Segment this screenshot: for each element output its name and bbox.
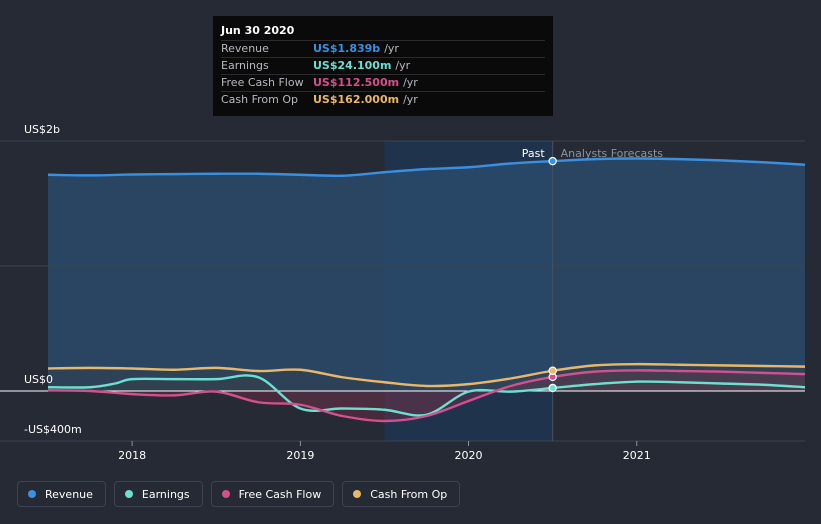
- tooltip-row-name: Revenue: [221, 42, 269, 55]
- legend-label: Revenue: [45, 487, 93, 501]
- chart-legend: Revenue Earnings Free Cash Flow Cash Fro…: [17, 481, 461, 507]
- past-label: Past: [522, 147, 546, 160]
- legend-label: Cash From Op: [370, 487, 448, 501]
- forecast-label: Analysts Forecasts: [561, 147, 664, 160]
- tooltip-date: Jun 30 2020: [221, 22, 545, 41]
- tooltip-row-value: US$1.839b: [313, 42, 381, 55]
- tooltip-row-unit: /yr: [384, 42, 399, 55]
- x-tick-label: 2018: [118, 449, 146, 462]
- tooltip-row-unit: /yr: [403, 93, 418, 106]
- free-cash-flow-line: [47, 369, 806, 423]
- legend-label: Free Cash Flow: [238, 487, 322, 501]
- legend-label: Earnings: [141, 487, 190, 501]
- legend-item-free-cash-flow[interactable]: Free Cash Flow: [210, 481, 335, 507]
- tooltip-row-unit: /yr: [395, 59, 411, 72]
- tooltip-row-name: Free Cash Flow: [221, 76, 304, 89]
- x-axis-ticks: 2018 2019 2020 2021: [118, 441, 651, 462]
- data-tooltip: Jun 30 2020 Revenue US$1.839b /yr Earnin…: [213, 16, 553, 116]
- line-layer: [47, 157, 806, 423]
- earnings-dot-icon: [124, 490, 133, 498]
- tooltip-row-cash-from-op: Cash From Op US$162.000m /yr: [221, 92, 545, 108]
- legend-item-cash-from-op[interactable]: Cash From Op: [342, 481, 461, 507]
- revenue-marker: [548, 156, 557, 166]
- tooltip-row-value: US$112.500m: [313, 76, 400, 89]
- tooltip-row-free-cash-flow: Free Cash Flow US$112.500m /yr: [221, 75, 545, 92]
- cash-from-op-dot-icon: [353, 490, 362, 498]
- legend-item-revenue[interactable]: Revenue: [17, 481, 106, 507]
- tooltip-row-value: US$162.000m: [313, 93, 400, 106]
- y-tick-label-bottom: -US$400m: [24, 423, 82, 436]
- x-tick-label: 2021: [623, 449, 651, 462]
- cash-from-op-line: [47, 362, 806, 388]
- tooltip-row-revenue: Revenue US$1.839b /yr: [221, 41, 545, 58]
- y-tick-label-top: US$2b: [24, 123, 61, 136]
- cash-from-op-marker: [548, 366, 557, 375]
- revenue-line: [47, 157, 806, 178]
- tooltip-row-unit: /yr: [403, 76, 418, 89]
- x-tick-label: 2020: [455, 449, 483, 462]
- revenue-area: [48, 158, 805, 391]
- tooltip-row-earnings: Earnings US$24.100m /yr: [221, 58, 545, 75]
- legend-item-earnings[interactable]: Earnings: [113, 481, 203, 507]
- revenue-dot-icon: [28, 490, 36, 498]
- marker-layer: [548, 156, 557, 393]
- tooltip-row-name: Cash From Op: [221, 93, 299, 106]
- grid-layer: [0, 140, 805, 442]
- x-tick-label: 2019: [286, 449, 314, 462]
- earnings-line: [47, 374, 806, 417]
- y-tick-label-zero: US$0: [24, 373, 54, 386]
- earnings-area: [48, 375, 805, 416]
- tooltip-row-name: Earnings: [221, 59, 269, 72]
- free-cash-flow-dot-icon: [221, 490, 230, 498]
- tooltip-row-value: US$24.100m: [313, 59, 392, 72]
- earnings-marker: [548, 383, 557, 393]
